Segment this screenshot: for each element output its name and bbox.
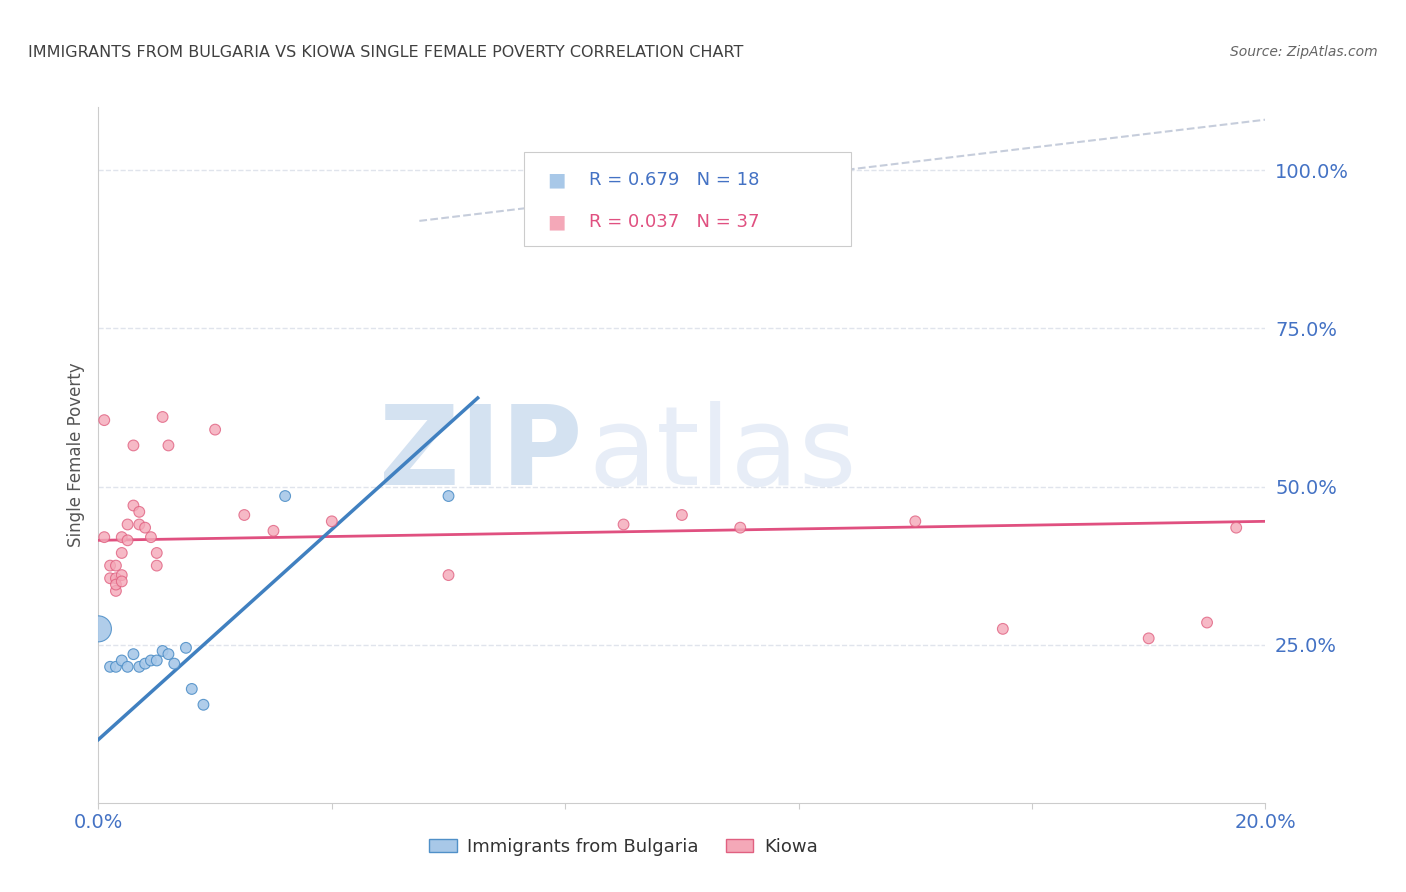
Text: R = 0.037   N = 37: R = 0.037 N = 37	[589, 213, 759, 231]
Point	[612, 517, 634, 532]
Point	[904, 514, 927, 528]
Point	[104, 577, 127, 591]
Point	[139, 653, 162, 667]
Point	[111, 546, 134, 560]
Point	[122, 438, 145, 452]
Point	[321, 514, 343, 528]
Point	[87, 622, 110, 636]
Text: R = 0.679   N = 18: R = 0.679 N = 18	[589, 171, 759, 189]
Point	[98, 571, 121, 585]
Point	[128, 517, 150, 532]
Point	[111, 653, 134, 667]
Point	[93, 530, 115, 544]
Point	[730, 521, 752, 535]
Point	[104, 660, 127, 674]
Point	[174, 640, 197, 655]
Point	[117, 517, 139, 532]
Point	[193, 698, 215, 712]
Point	[128, 660, 150, 674]
Point	[204, 423, 226, 437]
Point	[111, 568, 134, 582]
Point	[122, 499, 145, 513]
Point	[1195, 615, 1218, 630]
Point	[671, 508, 693, 522]
FancyBboxPatch shape	[524, 153, 851, 246]
Text: atlas: atlas	[589, 401, 858, 508]
Point	[111, 530, 134, 544]
Text: ■: ■	[548, 170, 567, 190]
Point	[437, 568, 460, 582]
Text: IMMIGRANTS FROM BULGARIA VS KIOWA SINGLE FEMALE POVERTY CORRELATION CHART: IMMIGRANTS FROM BULGARIA VS KIOWA SINGLE…	[28, 45, 744, 60]
Point	[122, 647, 145, 661]
Point	[117, 660, 139, 674]
Point	[134, 521, 156, 535]
Point	[104, 571, 127, 585]
Text: Source: ZipAtlas.com: Source: ZipAtlas.com	[1230, 45, 1378, 59]
Point	[233, 508, 256, 522]
Point	[104, 583, 127, 598]
Text: ZIP: ZIP	[380, 401, 582, 508]
Point	[117, 533, 139, 548]
Point	[111, 574, 134, 589]
Point	[1137, 632, 1160, 646]
Point	[146, 653, 169, 667]
Point	[98, 660, 121, 674]
Point	[152, 644, 174, 658]
Point	[157, 438, 180, 452]
Point	[104, 558, 127, 573]
Point	[146, 558, 169, 573]
Point	[139, 530, 162, 544]
Y-axis label: Single Female Poverty: Single Female Poverty	[66, 363, 84, 547]
Point	[262, 524, 284, 538]
Point	[98, 558, 121, 573]
Point	[180, 681, 202, 696]
Point	[437, 489, 460, 503]
Point	[134, 657, 156, 671]
Point	[274, 489, 297, 503]
Point	[163, 657, 186, 671]
Point	[146, 546, 169, 560]
Point	[152, 409, 174, 424]
Legend: Immigrants from Bulgaria, Kiowa: Immigrants from Bulgaria, Kiowa	[422, 831, 825, 863]
Text: ■: ■	[548, 212, 567, 231]
Point	[128, 505, 150, 519]
Point	[991, 622, 1014, 636]
Point	[157, 647, 180, 661]
Point	[93, 413, 115, 427]
Point	[1225, 521, 1247, 535]
